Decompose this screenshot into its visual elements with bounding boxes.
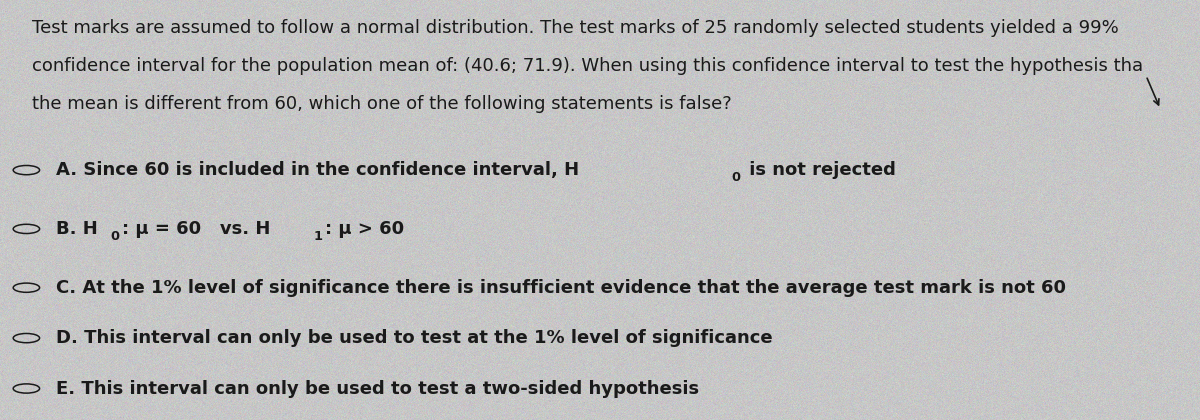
Text: 1: 1 <box>313 230 323 243</box>
Text: Test marks are assumed to follow a normal distribution. The test marks of 25 ran: Test marks are assumed to follow a norma… <box>32 19 1120 37</box>
Text: is not rejected: is not rejected <box>743 161 896 179</box>
Text: A. Since 60 is included in the confidence interval, H: A. Since 60 is included in the confidenc… <box>56 161 580 179</box>
Text: D. This interval can only be used to test at the 1% level of significance: D. This interval can only be used to tes… <box>56 329 773 347</box>
Text: confidence interval for the population mean of: (40.6; 71.9). When using this co: confidence interval for the population m… <box>32 57 1144 75</box>
Text: the mean is different from 60, which one of the following statements is false?: the mean is different from 60, which one… <box>32 94 732 113</box>
Text: 0: 0 <box>732 171 740 184</box>
Text: E. This interval can only be used to test a two-sided hypothesis: E. This interval can only be used to tes… <box>56 380 700 397</box>
Text: B. H: B. H <box>56 220 98 238</box>
Text: : μ = 60   vs. H: : μ = 60 vs. H <box>122 220 270 238</box>
Text: : μ > 60: : μ > 60 <box>325 220 404 238</box>
Text: 0: 0 <box>110 230 119 243</box>
Text: C. At the 1% level of significance there is insufficient evidence that the avera: C. At the 1% level of significance there… <box>56 279 1067 297</box>
